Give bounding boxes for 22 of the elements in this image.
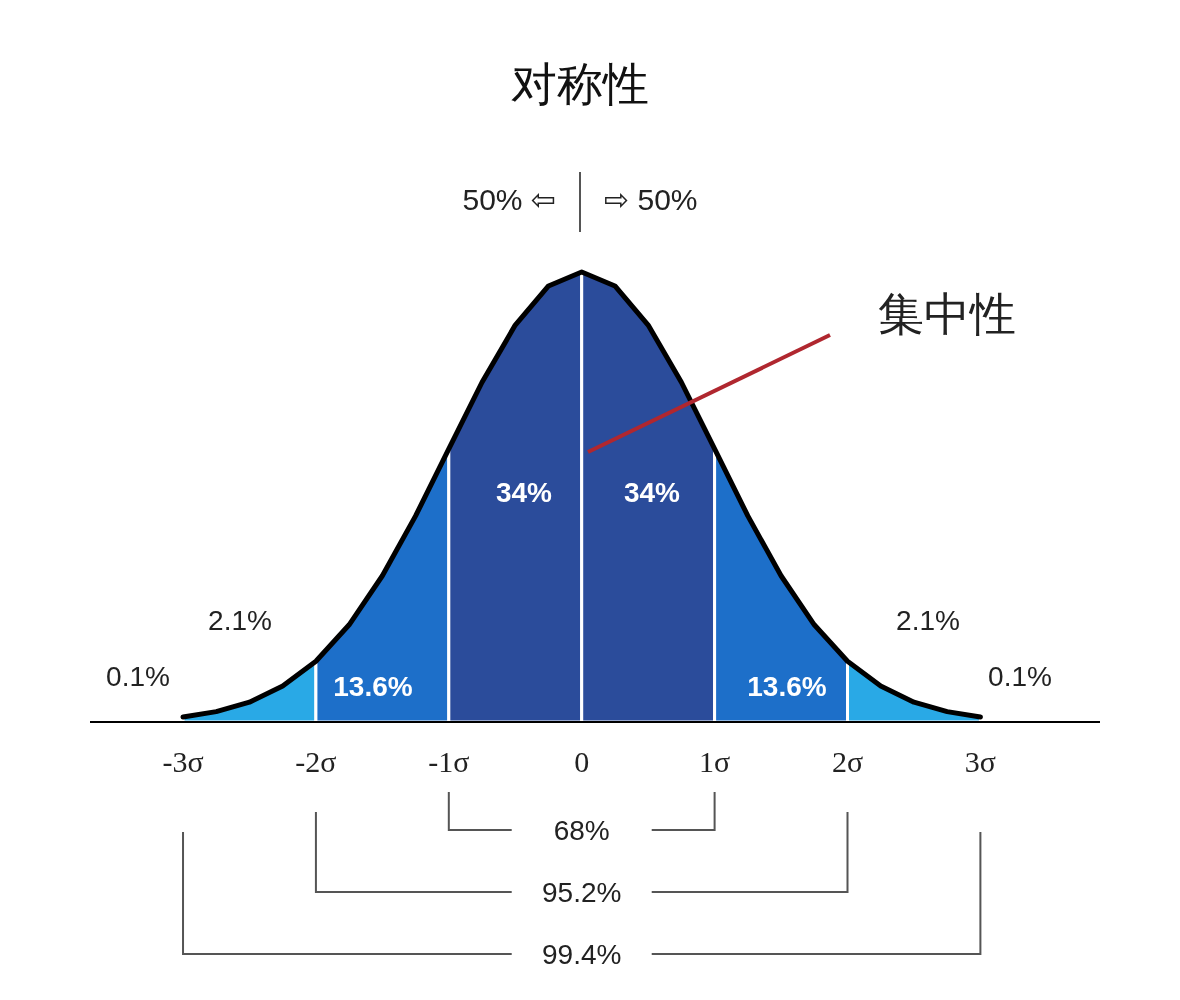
annotation: 13.6% bbox=[333, 671, 413, 702]
text: 95.2% bbox=[542, 877, 622, 908]
text: ⇨ 50% bbox=[604, 183, 698, 216]
annotation: 2.1% bbox=[896, 605, 960, 636]
chart-title: 对称性 bbox=[511, 58, 649, 110]
x-tick-label: 3σ bbox=[964, 745, 996, 778]
x-tick-label: 2σ bbox=[831, 745, 864, 778]
text: 50% ⇦ bbox=[462, 183, 556, 216]
annotation: 34% bbox=[623, 477, 681, 508]
annotation: 0.1% bbox=[106, 661, 170, 692]
annotation: 13.6% bbox=[747, 671, 827, 702]
annotation: 集中性 bbox=[878, 288, 1016, 340]
x-tick-label: -3σ bbox=[162, 745, 204, 778]
annotation: 34% bbox=[495, 477, 553, 508]
x-tick-label: 1σ bbox=[699, 745, 731, 778]
x-tick-label: 0 bbox=[574, 745, 590, 778]
text: 99.4% bbox=[542, 939, 622, 970]
text: 68% bbox=[553, 815, 610, 846]
annotation: 2.1% bbox=[208, 605, 272, 636]
annotation: 0.1% bbox=[988, 661, 1052, 692]
x-tick-label: -1σ bbox=[428, 745, 470, 778]
x-tick-label: -2σ bbox=[295, 745, 337, 778]
